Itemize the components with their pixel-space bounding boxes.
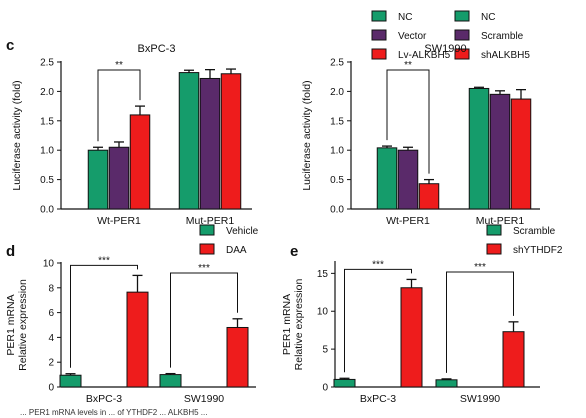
legend-swatch-scramble — [454, 29, 470, 41]
chart-title: SW1990 — [424, 43, 466, 55]
bar-nc-mut-per1 — [468, 87, 490, 210]
significance-label: *** — [198, 263, 210, 274]
bar-daa-sw1990 — [226, 326, 249, 388]
bar-vehicle-bxpc-3 — [59, 374, 82, 388]
legend-swatch-nc — [371, 10, 387, 22]
bar-daa-bxpc-3 — [126, 291, 149, 388]
x-tick-label: Mut-PER1 — [476, 215, 525, 227]
panel-letter-c: c — [6, 37, 14, 54]
significance-bracket — [170, 272, 238, 368]
legend-label-vector: Vector — [398, 31, 427, 42]
bar-nc-wt-per1 — [87, 149, 109, 210]
bar-shalkbh5-wt-per1 — [418, 183, 440, 210]
legend-swatch-vector — [371, 29, 387, 41]
chart-title: BxPC-3 — [138, 43, 176, 55]
significance-label: *** — [98, 255, 110, 266]
legend-label-vehicle: Vehicle — [226, 226, 259, 237]
y-tick-label: 0.5 — [330, 175, 344, 186]
significance-label: ** — [404, 60, 412, 71]
y-axis-label: PER1 mRNA — [281, 294, 293, 355]
y-tick-label: 2.5 — [330, 58, 344, 69]
x-tick-label: SW1990 — [460, 393, 500, 405]
significance-label: *** — [474, 262, 486, 273]
figure-caption: ... PER1 mRNA levels in ... of YTHDF2 ..… — [20, 408, 208, 417]
y-tick-label: 6 — [48, 308, 54, 319]
y-tick-label: 0.0 — [330, 205, 344, 216]
bar-vector-mut-per1 — [199, 77, 221, 210]
legend-label-shalkbh5: shALKBH5 — [481, 50, 530, 61]
y-tick-label: 0.0 — [40, 205, 54, 216]
x-tick-label: Wt-PER1 — [386, 215, 430, 227]
legend-swatch-nc — [454, 10, 470, 22]
significance-label: ** — [115, 60, 123, 71]
significance-bracket — [446, 271, 514, 373]
bar-vector-wt-per1 — [108, 146, 130, 210]
bar-vehicle-sw1990 — [159, 374, 182, 388]
bar-shythdf2-bxpc-3 — [400, 287, 423, 388]
legend-swatch-shalkbh5 — [454, 48, 470, 60]
significance-bracket — [97, 69, 141, 142]
y-tick-label: 1.0 — [40, 146, 54, 157]
y-axis-label: Relative expression — [17, 279, 29, 371]
y-tick-label: 10 — [317, 307, 329, 318]
panel-letter-d: d — [6, 243, 15, 260]
legend-swatch-lv-alkbh5 — [371, 48, 387, 60]
legend-label-nc: NC — [398, 12, 412, 23]
legend-label-daa: DAA — [226, 245, 247, 256]
panel-letter-e: e — [290, 243, 298, 260]
y-tick-label: 10 — [43, 259, 55, 270]
y-tick-label: 15 — [317, 269, 329, 280]
bar-shythdf2-sw1990 — [502, 331, 525, 388]
bar-nc-mut-per1 — [178, 72, 200, 210]
bar-lv-alkbh5-mut-per1 — [220, 73, 242, 210]
y-tick-label: 0 — [322, 383, 328, 394]
figure: NC Vector Lv-ALKBH5 c BxPC-3 0.0 0.5 1.0 1.5 2.0 2… — [5, 10, 563, 405]
x-tick-label: Wt-PER1 — [97, 215, 141, 227]
bar-scramble-wt-per1 — [397, 149, 419, 210]
y-axis-label: Luciferase activity (fold) — [301, 80, 313, 190]
y-tick-label: 8 — [48, 283, 54, 294]
bar-scramble-mut-per1 — [489, 93, 511, 210]
y-tick-label: 0 — [48, 383, 54, 394]
y-tick-label: 1.5 — [330, 116, 344, 127]
legend-swatch-scramble — [486, 224, 502, 236]
significance-label: *** — [372, 259, 384, 270]
y-axis-label: Relative expression — [293, 279, 305, 371]
y-tick-label: 0.5 — [40, 175, 54, 186]
y-tick-label: 5 — [322, 345, 328, 356]
significance-bracket — [344, 268, 412, 373]
bar-nc-wt-per1 — [376, 147, 398, 210]
y-axis-label: PER1 mRNA — [5, 294, 17, 355]
bar-scramble-bxpc-3 — [333, 378, 356, 388]
x-tick-label: SW1990 — [184, 393, 224, 405]
y-tick-label: 2.0 — [330, 87, 344, 98]
x-tick-label: Mut-PER1 — [186, 215, 235, 227]
bar-scramble-sw1990 — [435, 379, 458, 388]
y-axis-label: Luciferase activity (fold) — [11, 80, 23, 190]
legend-label-lv-alkbh5: Lv-ALKBH5 — [398, 50, 451, 61]
significance-bracket — [386, 69, 430, 174]
y-tick-label: 2.0 — [40, 87, 54, 98]
bar-shalkbh5-mut-per1 — [510, 98, 532, 210]
x-tick-label: BxPC-3 — [86, 393, 122, 405]
significance-bracket — [70, 264, 138, 368]
legend-swatch-daa — [199, 243, 215, 255]
x-tick-label: BxPC-3 — [360, 393, 396, 405]
bar-lv-alkbh5-wt-per1 — [129, 114, 151, 210]
y-tick-label: 2 — [48, 358, 54, 369]
legend-label-scramble: Scramble — [513, 226, 556, 237]
legend-swatch-vehicle — [199, 224, 215, 236]
legend-label-scramble: Scramble — [481, 31, 524, 42]
legend-swatch-shythdf2 — [486, 243, 502, 255]
legend-label-shythdf2: shYTHDF2 — [513, 245, 563, 256]
y-tick-label: 1.0 — [330, 146, 344, 157]
y-tick-label: 2.5 — [40, 58, 54, 69]
y-tick-label: 4 — [48, 333, 54, 344]
y-tick-label: 1.5 — [40, 116, 54, 127]
legend-label-nc: NC — [481, 12, 495, 23]
